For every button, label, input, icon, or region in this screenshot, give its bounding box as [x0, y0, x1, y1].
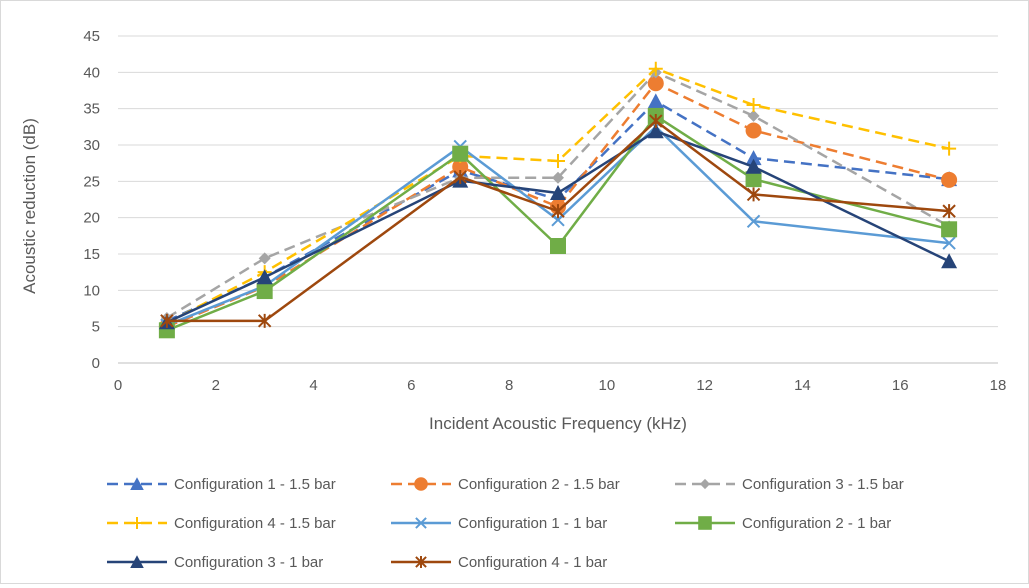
- legend-entry: Configuration 2 - 1.5 bar: [391, 476, 620, 493]
- data-point: [256, 283, 273, 300]
- legend-entry: Configuration 1 - 1 bar: [391, 515, 607, 532]
- series-line: [166, 114, 950, 332]
- data-point: [745, 171, 762, 188]
- series-8: [160, 114, 956, 328]
- legend-entry: Configuration 1 - 1.5 bar: [107, 476, 336, 493]
- data-point: [942, 141, 957, 156]
- legend: Configuration 1 - 1.5 bar Configuration 2…: [107, 476, 904, 571]
- data-point: [647, 123, 664, 139]
- y-tick-label: 15: [83, 246, 100, 263]
- legend-marker: [130, 555, 144, 568]
- data-point: [258, 252, 271, 265]
- data-point: [745, 150, 762, 166]
- data-point: [747, 109, 760, 122]
- legend-entry: Configuration 4 - 1.5 bar: [107, 515, 336, 532]
- legend-marker: [415, 556, 427, 568]
- legend-label: Configuration 1 - 1.5 bar: [174, 476, 336, 493]
- x-tick-label: 12: [696, 377, 713, 394]
- y-tick-label: 45: [83, 28, 100, 45]
- data-point: [453, 169, 467, 184]
- legend-entry: Configuration 3 - 1.5 bar: [675, 476, 904, 493]
- x-tick-label: 6: [407, 377, 415, 394]
- data-point: [745, 158, 762, 174]
- data-point: [550, 238, 566, 255]
- x-axis-title: Incident Acoustic Frequency (kHz): [429, 414, 687, 433]
- y-tick-label: 5: [92, 319, 100, 336]
- legend-marker: [130, 477, 144, 490]
- x-tick-label: 14: [794, 377, 811, 394]
- legend-label: Configuration 2 - 1.5 bar: [458, 476, 620, 493]
- data-point: [746, 187, 761, 202]
- data-point: [746, 214, 761, 229]
- data-point: [941, 253, 958, 269]
- data-point: [941, 171, 958, 188]
- y-tick-label: 20: [83, 210, 100, 227]
- data-point: [452, 158, 469, 175]
- legend-entry: Configuration 4 - 1 bar: [391, 554, 607, 571]
- y-tick-label: 0: [92, 355, 100, 372]
- data-point: [551, 153, 565, 168]
- y-tick-label: 25: [83, 173, 100, 190]
- legend-label: Configuration 4 - 1.5 bar: [174, 515, 336, 532]
- legend-marker: [699, 478, 711, 490]
- x-axis-tick-labels: 0 2 4 6 8 10 12 14 16 18: [114, 377, 1007, 394]
- y-axis-tick-labels: 0 5 10 15 20 25 30 35 40 45: [83, 28, 100, 372]
- y-axis-title: Acoustic reduction (dB): [20, 118, 39, 294]
- data-point: [256, 269, 273, 285]
- legend-label: Configuration 1 - 1 bar: [458, 515, 607, 532]
- x-tick-label: 10: [599, 377, 616, 394]
- x-tick-label: 18: [990, 377, 1007, 394]
- y-tick-label: 40: [83, 64, 100, 81]
- data-series: [158, 61, 958, 339]
- data-point: [160, 313, 174, 328]
- legend-marker: [414, 477, 428, 491]
- legend-label: Configuration 2 - 1 bar: [742, 515, 891, 532]
- x-tick-label: 2: [212, 377, 220, 394]
- data-point: [746, 98, 761, 113]
- legend-marker: [415, 517, 427, 529]
- data-point: [552, 171, 564, 184]
- y-tick-label: 10: [83, 282, 100, 299]
- data-point: [647, 93, 664, 109]
- legend-marker: [131, 517, 143, 529]
- x-tick-label: 16: [892, 377, 909, 394]
- legend-entry: Configuration 3 - 1 bar: [107, 554, 323, 571]
- legend-entry: Configuration 2 - 1 bar: [675, 515, 891, 532]
- data-point: [941, 221, 958, 238]
- y-tick-label: 30: [83, 137, 100, 154]
- data-point: [550, 184, 566, 200]
- legend-label: Configuration 3 - 1.5 bar: [742, 476, 904, 493]
- x-tick-label: 8: [505, 377, 513, 394]
- x-tick-label: 0: [114, 377, 122, 394]
- x-tick-label: 4: [309, 377, 317, 394]
- data-point: [452, 145, 469, 162]
- legend-marker: [698, 516, 712, 530]
- data-point: [649, 114, 663, 129]
- data-point: [551, 204, 565, 219]
- data-point: [745, 122, 762, 139]
- data-point: [942, 204, 956, 219]
- data-point: [648, 61, 663, 76]
- legend-label: Configuration 3 - 1 bar: [174, 554, 323, 571]
- series-6: [158, 107, 958, 339]
- data-point: [257, 313, 272, 328]
- legend-label: Configuration 4 - 1 bar: [458, 554, 607, 571]
- data-point: [647, 75, 664, 92]
- y-tick-label: 35: [83, 101, 100, 118]
- data-point: [942, 236, 956, 250]
